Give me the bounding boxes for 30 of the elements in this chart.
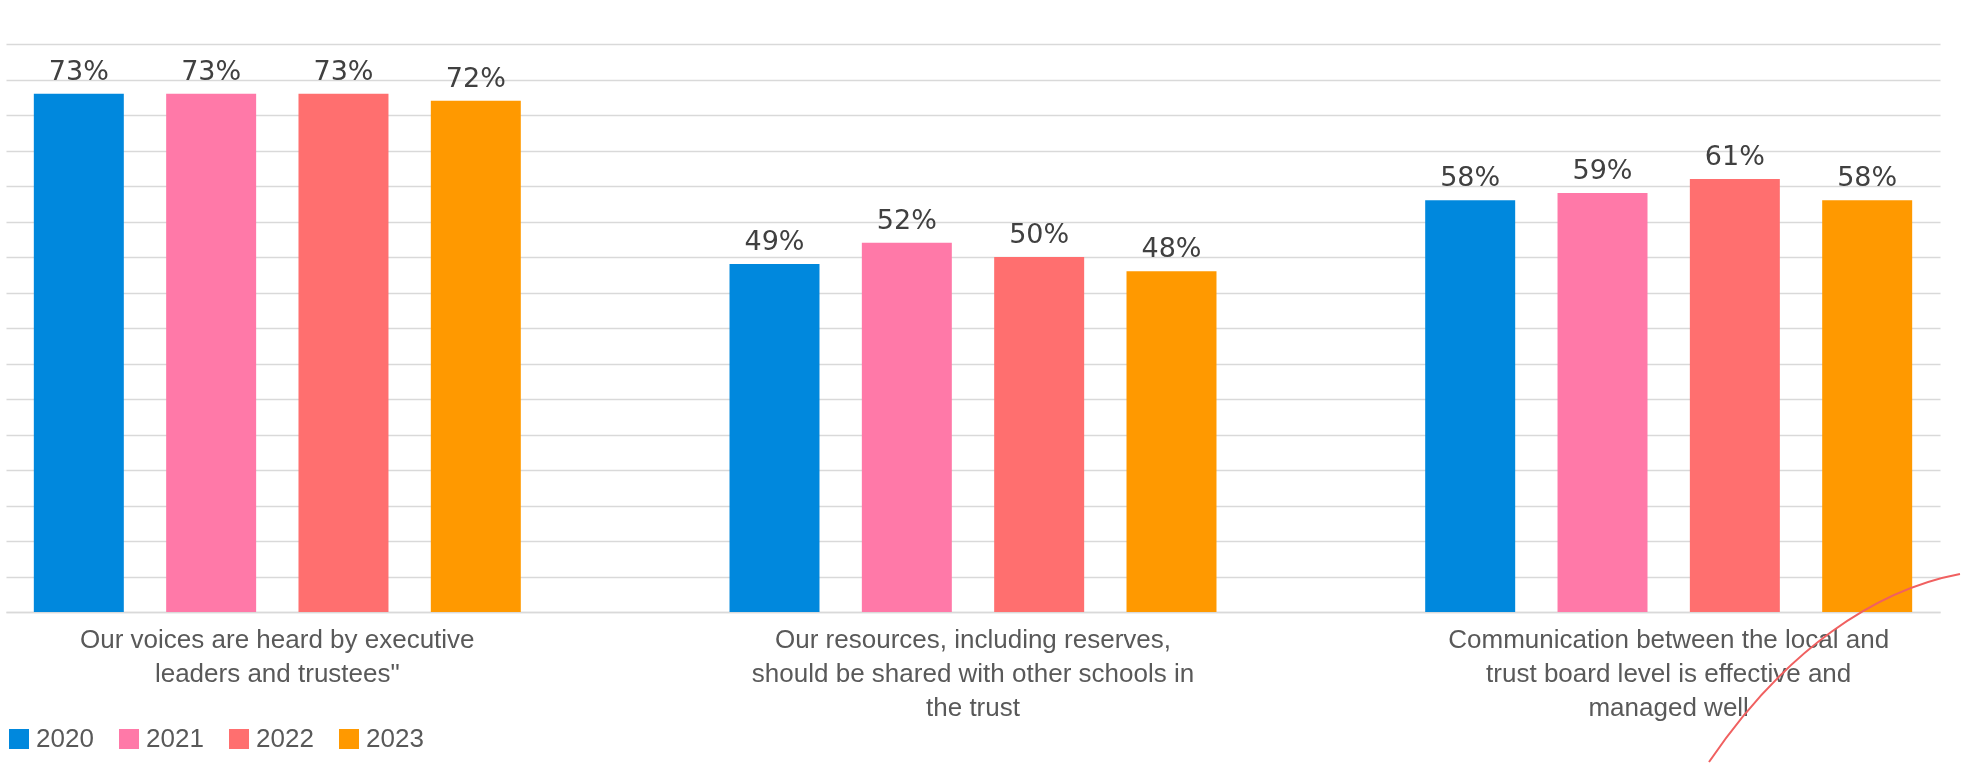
x-tick-label: Our resources, including reserves, should be shared with other schools in the trust: [751, 623, 1195, 722]
legend-label: 2020: [36, 723, 94, 753]
legend-label: 2022: [256, 723, 314, 753]
data-label: 59%: [1572, 154, 1633, 186]
bar: [729, 264, 820, 612]
bar: [1126, 271, 1217, 612]
bar: [1557, 193, 1648, 612]
data-label: 73%: [48, 54, 109, 86]
data-label: 73%: [181, 54, 242, 86]
data-label: 48%: [1141, 232, 1202, 264]
data-label: 73%: [313, 54, 374, 86]
bar: [1425, 200, 1516, 612]
legend-label: 2021: [146, 723, 204, 753]
data-label: 72%: [445, 61, 506, 93]
data-label: 58%: [1440, 161, 1501, 193]
bar: [1689, 178, 1780, 612]
data-label: 52%: [876, 203, 937, 235]
data-label: 50%: [1009, 218, 1070, 249]
bar: [33, 93, 124, 612]
bar: [166, 93, 257, 612]
bar: [430, 100, 521, 612]
data-label: 49%: [744, 225, 805, 257]
bar: [1822, 200, 1913, 612]
data-label: 58%: [1837, 161, 1898, 193]
bar: [861, 242, 952, 612]
bar: [994, 257, 1085, 612]
x-tick-label: Our voices are heard by executive leaders and trustees": [80, 623, 475, 688]
legend-label: 2023: [366, 723, 424, 753]
bar: [298, 93, 389, 612]
data-label: 61%: [1704, 139, 1765, 171]
